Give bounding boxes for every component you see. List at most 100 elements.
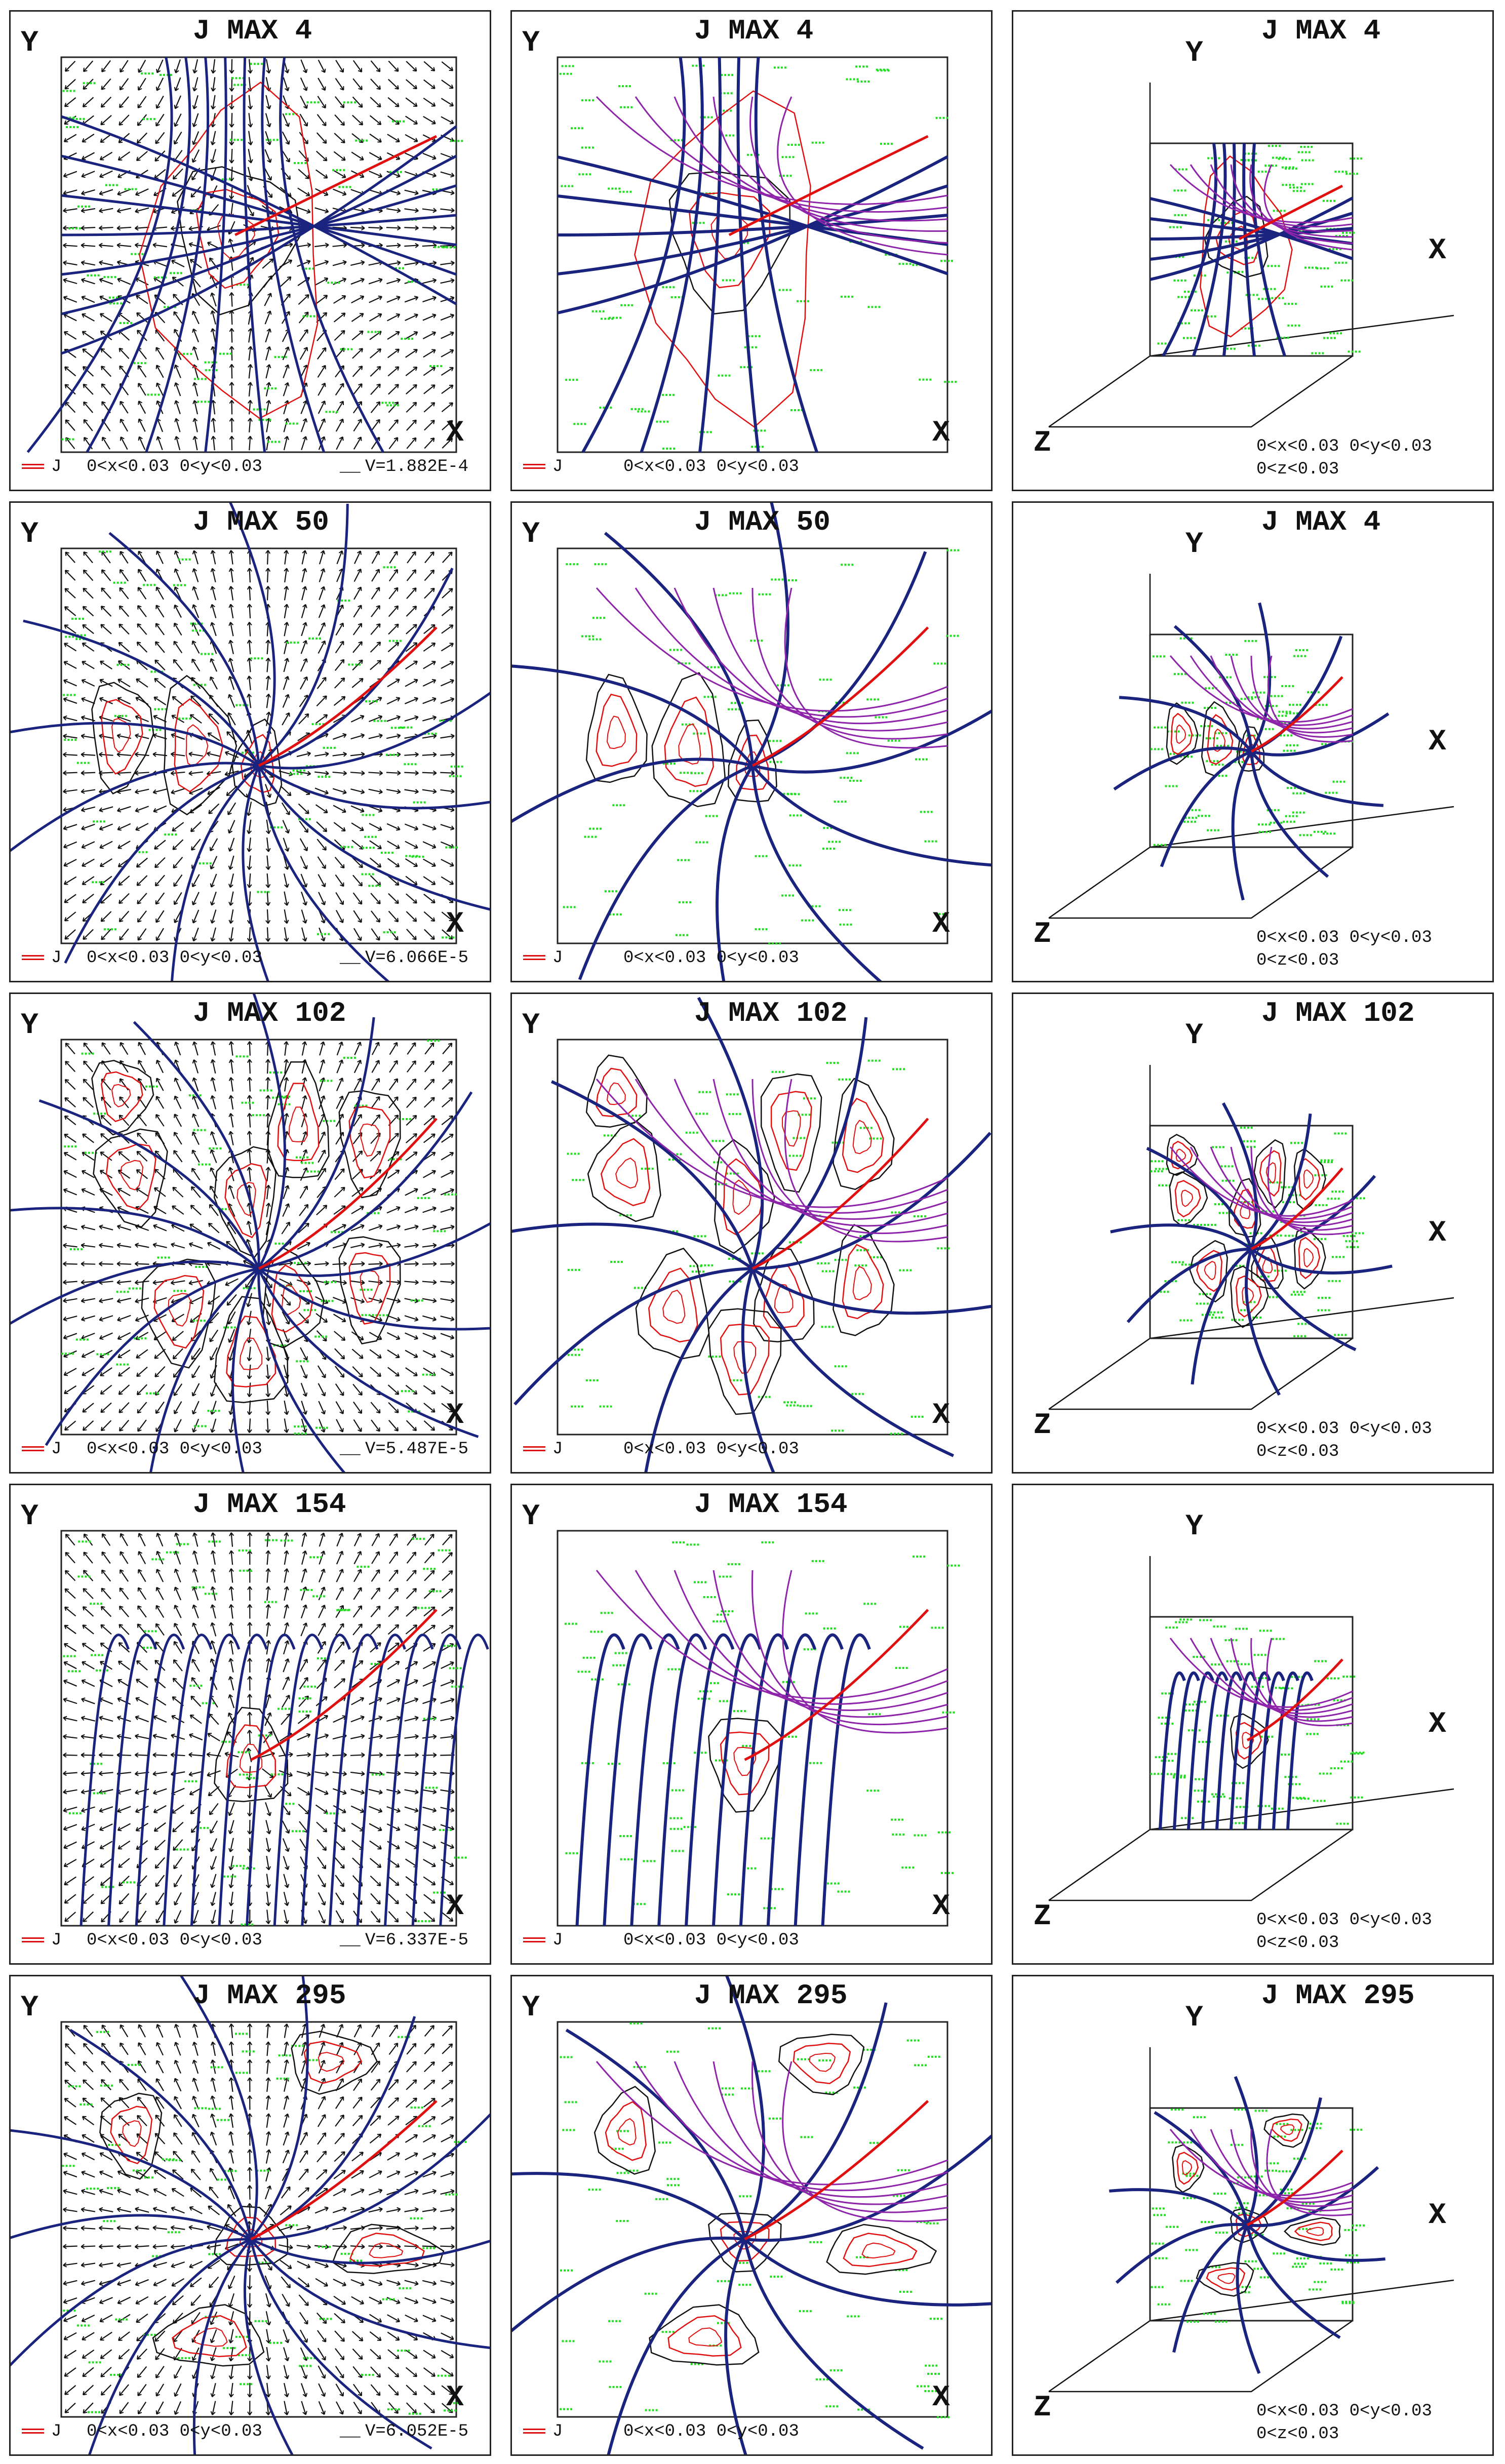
trajectory-line: [596, 1570, 948, 1699]
field-lines: [1150, 143, 1354, 357]
contour-line: [1294, 2221, 1333, 2241]
contour-line: [770, 1091, 812, 1171]
legend-j-swatch: [22, 955, 44, 960]
field-line: [1236, 2224, 1261, 2374]
vector-field: [63, 550, 455, 942]
contour-line: [101, 699, 143, 775]
trajectory-line: [635, 96, 948, 213]
contour-line: [1174, 1180, 1201, 1218]
contour-line: [1169, 1171, 1208, 1227]
field-line: [246, 1634, 296, 1926]
field-line: [301, 1634, 351, 1926]
field-line: [512, 664, 754, 767]
field-line: [258, 1017, 375, 1270]
contour-line: [338, 1236, 401, 1344]
highlight-line: [751, 626, 929, 767]
panel-title: J MAX 295: [193, 1979, 346, 2012]
field-line: [1201, 1671, 1229, 1830]
highlight-line: [250, 2100, 438, 2241]
seed-points: [564, 1541, 960, 1910]
legend-j-swatch: [523, 955, 545, 960]
legend-j-label: J: [51, 948, 62, 968]
field-line: [725, 1976, 766, 2240]
highlight-line: [1250, 676, 1343, 753]
legend-j-label: J: [51, 2422, 62, 2441]
field-line: [657, 1633, 707, 1926]
contour-line: [833, 1224, 895, 1336]
trajectory-line: [782, 2061, 948, 2222]
trajectory-line: [712, 1079, 948, 1227]
legend-j-swatch: [523, 2429, 545, 2434]
field-line: [145, 57, 210, 453]
trajectory-line: [712, 587, 948, 732]
trajectory-line: [749, 96, 948, 244]
contour-line: [1253, 1139, 1286, 1209]
contour-line: [1234, 1188, 1256, 1229]
field-line: [258, 1091, 473, 1270]
field-line: [229, 503, 276, 766]
contour-line: [667, 2315, 742, 2357]
panel-title: J MAX 154: [193, 1488, 346, 1521]
contour-line: [1217, 2273, 1236, 2284]
panel-left-row-2: J MAX 50 Y X J 0<x<0.03 0<y<0.03 __ V=6.066E-5: [9, 501, 491, 982]
contour-line: [141, 1258, 216, 1369]
contour-line: [153, 1275, 205, 1349]
panel-title: J MAX 50: [694, 506, 830, 538]
field-line: [273, 1634, 324, 1926]
field-line: [249, 2239, 432, 2450]
seed-points: [560, 2022, 950, 2418]
field-line: [11, 2129, 252, 2240]
plot-svg: [1048, 1065, 1454, 1410]
range-xy-caption: 0<x<0.03 0<y<0.03: [1256, 1419, 1432, 1439]
field-line: [557, 155, 948, 275]
trajectory-line: [712, 96, 948, 232]
legend-j-swatch: [22, 1937, 44, 1942]
contour-line: [318, 2052, 345, 2072]
velocity-marker: __: [340, 1440, 361, 1459]
contour-line: [1293, 1226, 1326, 1290]
contour-line: [833, 1078, 895, 1190]
panel-left-row-1: J MAX 4 Y X J 0<x<0.03 0<y<0.03 __ V=1.882E-4: [9, 10, 491, 491]
contour-line: [1242, 734, 1260, 766]
x-axis-label: X: [446, 908, 464, 941]
contour-line: [1251, 1237, 1284, 1290]
trajectory-line: [1230, 164, 1353, 238]
field-line: [575, 1633, 625, 1926]
field-line: [565, 2029, 746, 2240]
trajectory-line: [1267, 655, 1353, 743]
contour-line: [338, 1090, 401, 1199]
y-axis-label: Y: [1185, 1511, 1203, 1543]
field-line: [1150, 197, 1353, 260]
range-xy-caption: 0<x<0.03 0<y<0.03: [623, 1440, 799, 1459]
contour-line: [214, 1296, 289, 1403]
trajectory-line: [1210, 1638, 1353, 1715]
x-axis-label: X: [1429, 726, 1446, 759]
contour-line: [688, 2327, 723, 2347]
trajectory-line: [674, 587, 948, 725]
field-line: [1159, 1671, 1186, 1830]
velocity-marker: __: [340, 1931, 361, 1950]
x-axis-label: X: [1429, 2199, 1446, 2232]
field-line: [258, 503, 349, 767]
field-line: [192, 2238, 252, 2454]
x-axis-label: X: [1429, 1708, 1446, 1741]
contour-line: [1298, 1158, 1321, 1201]
field-line: [261, 57, 326, 453]
contour-line: [1263, 2113, 1310, 2148]
plot-content: [1110, 1102, 1393, 1396]
field-lines: [512, 503, 991, 981]
field-line: [1172, 2223, 1248, 2353]
contour-line: [139, 82, 319, 419]
field-lines: [11, 1976, 490, 2454]
contour-line: [120, 1160, 144, 1190]
highlight-line: [751, 1118, 929, 1270]
contour-line: [1196, 2262, 1254, 2297]
field-line: [1251, 712, 1390, 757]
field-line: [724, 2238, 747, 2454]
contour-line: [291, 2031, 378, 2095]
panel-left-row-3: J MAX 102 Y X J 0<x<0.03 0<y<0.03 __ V=5.487E-…: [9, 992, 491, 1474]
field-line: [712, 1633, 762, 1926]
field-line: [258, 1222, 490, 1277]
range-z-caption: 0<z<0.03: [1256, 2425, 1339, 2444]
